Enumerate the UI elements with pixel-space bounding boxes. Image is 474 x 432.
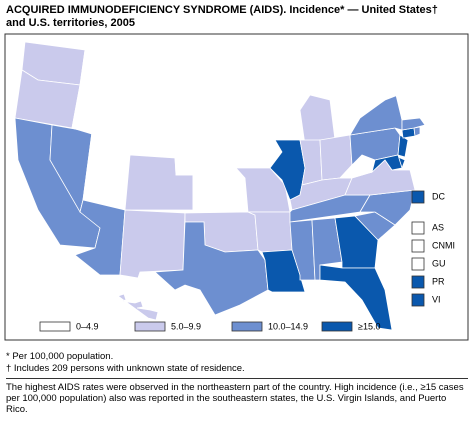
inset-label: PR [432, 276, 445, 286]
inset-box [411, 239, 425, 253]
state [117, 293, 159, 321]
title-line: ACQUIRED IMMUNODEFICIENCY SYNDROME (AIDS… [6, 4, 438, 16]
inset-box [411, 275, 425, 289]
footnote: * Per 100,000 population. [6, 351, 114, 362]
legend-label: 10.0–14.9 [268, 321, 308, 331]
state [407, 54, 441, 101]
state [413, 126, 421, 137]
map-frame [4, 33, 469, 341]
legend-label: ≥15.0 [358, 321, 380, 331]
state [192, 174, 249, 213]
title-line: and U.S. territories, 2005 [6, 17, 135, 29]
state [319, 264, 393, 331]
inset-box [411, 190, 425, 204]
inset-box [411, 293, 425, 307]
legend-swatch [134, 321, 166, 332]
map: DC AS CNMI GU PR VI 0–4.9 5.0–9.9 10.0–14.9 ≥15.0 [4, 33, 469, 341]
state [119, 209, 186, 279]
inset-label: DC [432, 191, 445, 201]
state [299, 94, 336, 146]
inset-box [411, 221, 425, 235]
state [178, 64, 233, 103]
inset-label: GU [432, 258, 446, 268]
state [401, 87, 413, 119]
legend-label: 0–4.9 [76, 321, 99, 331]
state [29, 261, 86, 306]
state [267, 94, 301, 141]
legend-label: 5.0–9.9 [171, 321, 201, 331]
note: The highest AIDS rates were observed in … [6, 382, 464, 415]
rule [6, 378, 468, 379]
state [175, 100, 233, 143]
inset-label: AS [432, 222, 444, 232]
state [371, 154, 403, 174]
inset-label: VI [432, 294, 441, 304]
state [107, 104, 177, 159]
inset-label: CNMI [432, 240, 455, 250]
legend-swatch [231, 321, 263, 332]
state [401, 117, 426, 131]
legend-swatch [39, 321, 71, 332]
footnote: † Includes 209 persons with unknown stat… [6, 363, 245, 374]
state [154, 221, 269, 316]
legend-swatch [321, 321, 353, 332]
state [397, 134, 409, 158]
title: ACQUIRED IMMUNODEFICIENCY SYNDROME (AIDS… [6, 4, 438, 30]
inset-box [411, 257, 425, 271]
